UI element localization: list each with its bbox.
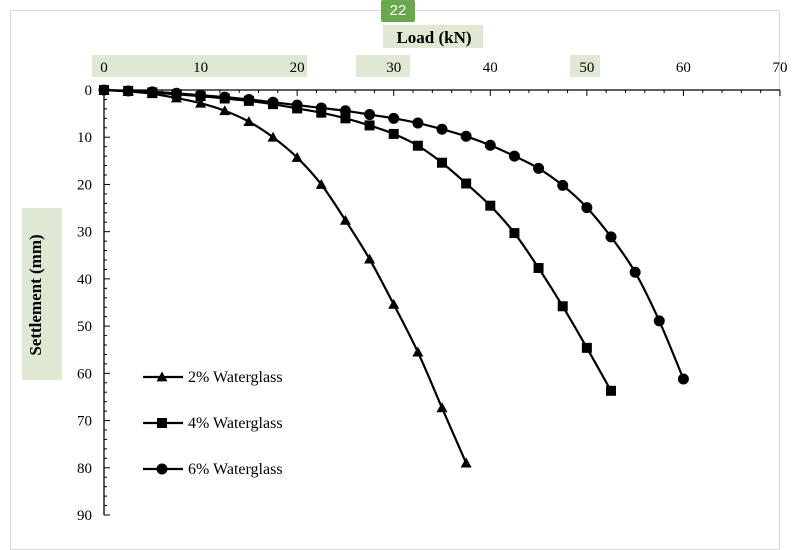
legend-item: 2% Waterglass xyxy=(143,369,283,386)
circle-point xyxy=(460,130,472,142)
legend-triangle-marker xyxy=(156,371,168,382)
circle-point xyxy=(315,102,327,114)
legend: 2% Waterglass 4% Waterglass 6% Waterglass xyxy=(143,369,283,478)
y-tick-label: 10 xyxy=(77,130,92,146)
circle-point xyxy=(436,123,448,135)
circle-point xyxy=(243,93,255,105)
square-point xyxy=(437,157,447,168)
triangle-point xyxy=(267,131,279,142)
circle-point xyxy=(508,150,520,162)
square-point xyxy=(388,128,399,139)
x-tick-label: 50 xyxy=(579,60,594,76)
square-point xyxy=(461,178,472,189)
chart-figure: 22 0 10 20 30 40 50 60 70 0 10 20 30 40 50 60 70 80 90 Lo… xyxy=(10,0,788,550)
x-tick-label: 70 xyxy=(773,60,788,76)
legend-label: 4% Waterglass xyxy=(188,415,283,432)
label-highlights xyxy=(22,25,600,380)
square-point xyxy=(557,301,568,312)
circle-point xyxy=(677,373,689,385)
triangle-point xyxy=(460,457,472,468)
axes xyxy=(103,89,780,515)
y-tick-label: 30 xyxy=(77,225,92,241)
circle-point xyxy=(484,139,496,151)
square-point xyxy=(606,385,616,396)
x-tick-highlight-mid xyxy=(356,55,410,77)
legend-item: 4% Waterglass xyxy=(143,415,283,432)
series-group xyxy=(98,84,689,468)
triangle-point xyxy=(291,152,303,162)
circle-point xyxy=(557,179,569,191)
circle-point xyxy=(388,112,400,124)
circle-point xyxy=(605,231,617,243)
circle-point xyxy=(195,89,207,101)
y-tick-label: 60 xyxy=(77,366,92,382)
x-tick-label: 40 xyxy=(483,60,498,76)
circle-point xyxy=(629,266,641,278)
triangle-point xyxy=(243,116,255,127)
circle-point xyxy=(267,96,279,108)
x-tick-label: 20 xyxy=(290,60,305,76)
line-chart: 0 10 20 30 40 50 60 70 0 10 20 30 40 50 60 70 80 90 Load … xyxy=(22,25,788,524)
y-tick-label: 70 xyxy=(77,414,92,430)
series-line xyxy=(103,88,468,464)
x-tick-highlight-right xyxy=(570,55,600,77)
triangle-point xyxy=(412,346,424,357)
y-tick-label: 20 xyxy=(77,177,92,193)
square-point xyxy=(533,263,544,274)
page-number-badge: 22 xyxy=(381,0,415,22)
triangle-point xyxy=(219,105,231,116)
square-point xyxy=(412,140,423,151)
tick-marks xyxy=(103,89,781,516)
circle-point xyxy=(533,162,545,174)
circle-point xyxy=(364,109,376,121)
triangle-point xyxy=(315,178,327,189)
triangle-point xyxy=(195,97,207,108)
legend-label: 6% Waterglass xyxy=(188,461,283,478)
x-tick-label: 10 xyxy=(193,60,208,76)
square-point xyxy=(340,113,351,124)
tick-labels: 0 10 20 30 40 50 60 70 0 10 20 30 40 50 60 70 80 90 xyxy=(77,60,788,524)
triangle-point xyxy=(339,214,351,225)
circle-point xyxy=(146,86,158,98)
circle-point xyxy=(98,84,110,96)
triangle-point xyxy=(364,253,376,264)
y-title-highlight xyxy=(22,208,62,380)
x-tick-highlight-left xyxy=(92,55,307,77)
square-point xyxy=(364,120,375,131)
circle-point xyxy=(170,87,182,99)
y-tick-label: 50 xyxy=(77,319,92,335)
series-circle xyxy=(98,84,689,385)
legend-label: 2% Waterglass xyxy=(188,369,283,386)
legend-square-marker xyxy=(157,418,167,428)
y-tick-label: 80 xyxy=(77,461,92,477)
x-tick-label: 0 xyxy=(100,60,108,76)
circle-point xyxy=(339,105,351,117)
x-tick-label: 30 xyxy=(386,60,401,76)
triangle-point xyxy=(388,298,400,309)
x-title-highlight xyxy=(383,25,483,48)
circle-point xyxy=(122,85,134,97)
legend-item: 6% Waterglass xyxy=(143,461,283,478)
circle-point xyxy=(653,315,665,327)
y-tick-label: 90 xyxy=(77,508,92,524)
y-axis-title: Settlement (mm) xyxy=(26,234,45,355)
y-tick-label: 0 xyxy=(85,83,93,99)
triangle-point xyxy=(436,402,448,413)
legend-circle-marker xyxy=(156,463,168,475)
circle-point xyxy=(412,117,424,129)
square-point xyxy=(485,200,496,211)
x-tick-label: 60 xyxy=(676,60,691,76)
y-tick-label: 40 xyxy=(77,272,92,288)
x-axis-title: Load (kN) xyxy=(396,28,471,47)
square-point xyxy=(581,342,592,353)
circle-point xyxy=(291,99,303,111)
circle-point xyxy=(581,202,593,214)
square-point xyxy=(509,228,520,239)
circle-point xyxy=(219,91,231,103)
